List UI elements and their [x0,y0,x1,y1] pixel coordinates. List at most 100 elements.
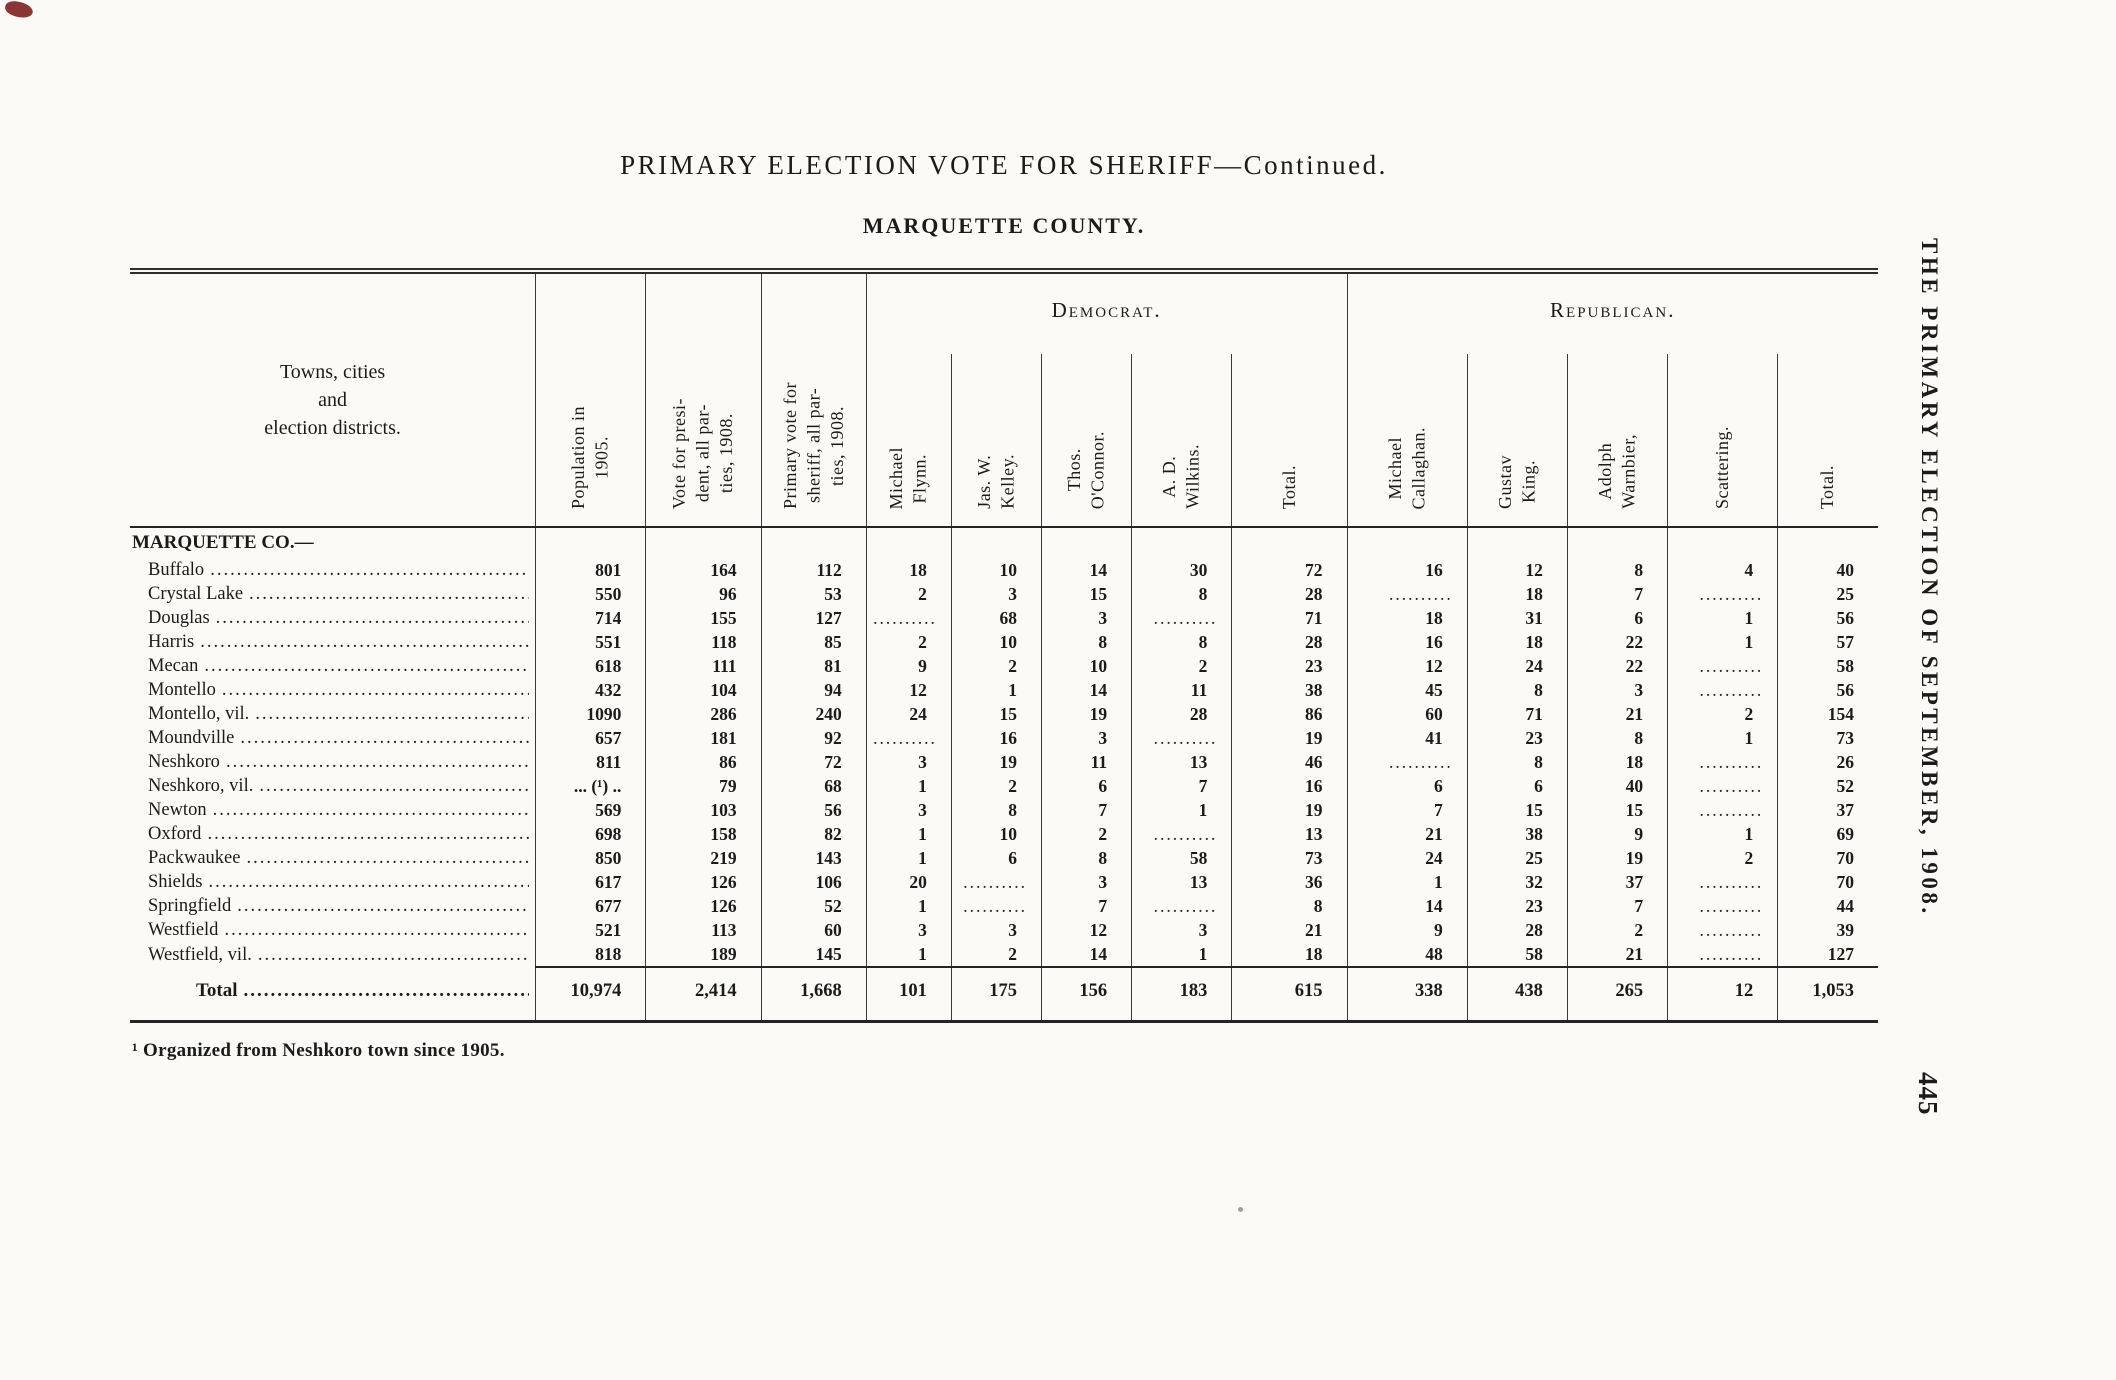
value-cell: 70 [1777,870,1878,894]
value-cell: 21 [1566,942,1668,967]
table-row: Neshkoro8118672319111346..........818...… [130,750,1878,774]
town-line: Total [130,980,535,1002]
value-cell: 127 [760,606,867,630]
value-cell: 31 [1466,606,1568,630]
table-row: Springfield677126521..........7.........… [130,894,1878,918]
town-name: Newton [148,800,207,820]
president-vote-column-label: Vote for presi- dent, all par- ties, 190… [669,397,737,509]
table-row: Moundville65718192..........163.........… [130,726,1878,750]
value-cell: 16 [1231,774,1348,798]
page-number: 445 [1913,1072,1943,1116]
value-cell: 82 [760,822,867,846]
town-line: Shields [130,870,535,894]
value-cell: 3 [950,918,1042,942]
value-cell: 8 [1131,630,1232,654]
value-cell: 13 [1131,870,1232,894]
table-body: MARQUETTE CO.—Buffalo8011641121810143072… [130,527,1878,1020]
value-cell: 818 [535,942,646,967]
value-cell: 550 [535,582,646,606]
candidate-header-flynn: Michael Flynn. [865,354,952,528]
value-cell: 9 [1346,918,1468,942]
leader-dots [237,894,529,918]
value-cell: 68 [760,774,867,798]
page-title: PRIMARY ELECTION VOTE FOR SHERIFF—Contin… [620,150,1388,180]
town-line: Harris [130,630,535,654]
value-cell: 2 [950,942,1042,967]
value-cell: 58 [1466,942,1568,967]
candidate-label-wilkins: A. D. Wilkins. [1159,444,1203,509]
table-row: Westfield, vil.8181891451214118485821...… [130,942,1878,967]
value-cell: 1090 [535,702,646,726]
town-cell: Montello [130,678,536,702]
town-cell: Douglas [130,606,536,630]
value-cell: 58 [1777,654,1878,678]
town-name: Montello [148,680,216,700]
value-cell: 53 [760,582,867,606]
value-cell: 57 [1777,630,1878,654]
value-cell: 16 [1346,630,1468,654]
value-cell: 1 [865,942,952,967]
value-cell: 28 [1231,582,1348,606]
republican-group-header: Republican. [1346,274,1878,354]
value-cell: 19 [1041,702,1132,726]
value-cell: 9 [1566,822,1668,846]
town-cell: Shields [130,870,536,894]
value-cell: 16 [1346,558,1468,582]
town-cell: Montello, vil. [130,702,536,726]
value-cell: 21 [1231,918,1348,942]
empty-cell [950,527,1042,558]
value-cell: 801 [535,558,646,582]
value-cell: .......... [1667,750,1778,774]
value-cell: 39 [1777,918,1878,942]
value-cell: 38 [1231,678,1348,702]
table-row: Crystal Lake55096532315828..........187.… [130,582,1878,606]
value-cell: 551 [535,630,646,654]
value-cell: 14 [1041,942,1132,967]
leader-dots [208,870,529,894]
leader-dots [207,822,529,846]
leader-dots [226,750,529,774]
value-cell: 7 [1041,894,1132,918]
value-cell: 850 [535,846,646,870]
value-cell: 3 [950,582,1042,606]
value-cell: 52 [760,894,867,918]
town-line: MARQUETTE CO.— [130,528,535,558]
value-cell: 19 [1231,798,1348,822]
value-cell: 18 [1466,630,1568,654]
value-cell: 14 [1041,558,1132,582]
republican-total-label: Total. [1817,464,1838,509]
table-row: Westfield5211136033123219282..........39 [130,918,1878,942]
value-cell: 158 [645,822,762,846]
candidate-label-callaghan: Michael Callaghan. [1384,426,1429,509]
town-line: Westfield, vil. [130,943,535,967]
town-cell: Packwaukee [130,846,536,870]
town-name: Westfield [148,920,219,940]
town-cell: Westfield, vil. [130,942,536,967]
value-cell: 24 [865,702,952,726]
town-name: Montello, vil. [148,704,250,724]
value-cell: 1 [865,822,952,846]
value-cell: 8 [1566,558,1668,582]
candidate-label-oconnor: Thos. O'Connor. [1064,430,1108,509]
value-cell: 28 [1131,702,1232,726]
county-subtitle: MARQUETTE COUNTY. [862,213,1146,238]
value-cell: 112 [760,558,867,582]
town-line: Springfield [130,894,535,918]
town-line: Westfield [130,918,535,942]
empty-cell [1131,527,1232,558]
value-cell: 2 [1667,846,1778,870]
value-cell: 11 [1131,678,1232,702]
town-name: Shields [148,872,203,892]
value-cell: 73 [1231,846,1348,870]
value-cell: 10 [950,822,1042,846]
town-cell: Springfield [130,894,536,918]
candidate-header-oconnor: Thos. O'Connor. [1041,354,1132,528]
value-cell: 56 [1777,678,1878,702]
value-cell: 85 [760,630,867,654]
value-cell: 569 [535,798,646,822]
town-name: Moundville [148,728,235,748]
value-cell: 1 [1131,942,1232,967]
value-cell: 69 [1777,822,1878,846]
leader-dots [224,918,529,942]
empty-cell [1231,527,1348,558]
